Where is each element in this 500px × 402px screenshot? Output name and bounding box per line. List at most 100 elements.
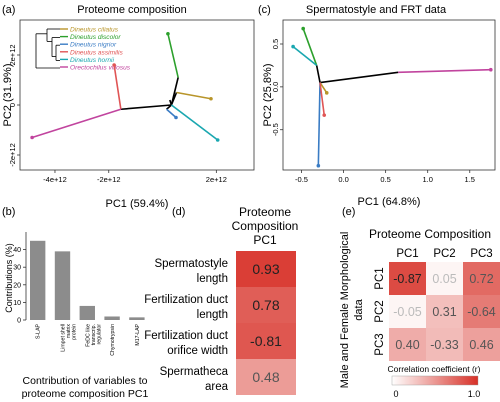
legend-label-2: Dineutus nigrior bbox=[70, 42, 117, 49]
ticks-a: -4e+12 -2e+12 2e+12 -2e+12 0 2e+12 bbox=[8, 44, 227, 184]
a-backbone-2 bbox=[170, 77, 179, 106]
title-c: Spermatostyle and FRT data bbox=[306, 4, 447, 16]
d-cell-3 bbox=[236, 359, 296, 395]
b-ytick-label-1: 10 bbox=[13, 300, 21, 307]
a-branch-2 bbox=[166, 108, 177, 119]
b-ytick-label-4: 40 bbox=[13, 247, 21, 254]
b-category-label-2: FeDC liketranscrip.regulator bbox=[85, 324, 102, 347]
c-branch-0 bbox=[319, 82, 328, 94]
e-cell-0-1 bbox=[426, 262, 463, 295]
c-xtick-label-4: 1.5 bbox=[465, 175, 475, 184]
xlabel-a: PC1 (59.4%) bbox=[106, 198, 169, 210]
b-category-label-1: Limpet shellmatrixprotein bbox=[60, 324, 77, 352]
d-cell-value-1: 0.78 bbox=[252, 297, 279, 313]
e-cell-value-2-0: 0.40 bbox=[395, 338, 419, 352]
b-bar-0 bbox=[30, 240, 46, 320]
b-category-label-line: S-LAP bbox=[36, 323, 42, 339]
b-category-label-3: Chymotrypsin bbox=[110, 324, 116, 356]
a-xtick-label-0: -4e+12 bbox=[43, 175, 67, 184]
c-xtick-label-2: 0.5 bbox=[380, 175, 390, 184]
e-cell-1-2 bbox=[463, 295, 500, 328]
e-cell-0-2 bbox=[463, 262, 500, 295]
d-row-label-1: Fertilization duct bbox=[144, 294, 229, 306]
e-cell-value-2-2: 0.46 bbox=[469, 338, 493, 352]
e-cell-2-1 bbox=[426, 328, 463, 361]
c-xtick-label-0: -0.5 bbox=[295, 175, 308, 184]
heatmap-d-cells: 0.93 Spermatostyle length 0.78 Fertilization… bbox=[144, 251, 296, 395]
bar-chart-b: 0 10 20 30 40 S-LAP Limpet shellmatrixprotein F… bbox=[13, 232, 145, 356]
ylabel-a: PC2 (31.9%) bbox=[2, 64, 14, 127]
legend-label-5: Orectochilus villosus bbox=[70, 65, 131, 72]
a-backbone-4 bbox=[166, 104, 172, 110]
legend-label-0: Dineutus ciliatus bbox=[70, 27, 119, 34]
e-row-label-0: PC1 bbox=[374, 267, 386, 289]
b-category-label-line: protein bbox=[72, 324, 78, 340]
d-cell-1 bbox=[236, 287, 296, 323]
d-cell-value-2: -0.81 bbox=[250, 333, 282, 349]
e-cell-value-1-1: 0.31 bbox=[432, 305, 456, 319]
panel-label-c: (c) bbox=[258, 4, 271, 16]
b-category-label-line: FeDC like bbox=[85, 324, 91, 347]
a-ytick-label-1: 0 bbox=[8, 103, 17, 107]
e-col-label-2: PC3 bbox=[470, 248, 492, 260]
e-cell-value-0-1: 0.05 bbox=[432, 272, 456, 286]
c-point-0 bbox=[324, 91, 329, 95]
c-point-4 bbox=[291, 44, 295, 49]
heatmap-e-cells: PC1 PC2 PC3 PC1 -0.87 0.05 0.72 PC2 -0.05 0.31 -0.… bbox=[374, 248, 500, 361]
xlabel-b-line2: proteome composition PC1 bbox=[22, 388, 149, 400]
b-ytick-label-2: 20 bbox=[13, 282, 21, 289]
a-branch-5 bbox=[31, 108, 122, 139]
e-cell-1-1 bbox=[426, 295, 463, 328]
c-branch-1 bbox=[302, 28, 318, 66]
ylabel-e-line1: Male and Female Morphological bbox=[339, 232, 351, 389]
title-d-line3: PC1 bbox=[253, 233, 277, 247]
title-a: Proteome composition bbox=[77, 4, 186, 16]
c-backbone-0 bbox=[315, 65, 321, 83]
c-ytick-label-2: 0.5 bbox=[271, 39, 280, 49]
e-cell-value-1-0: -0.05 bbox=[393, 305, 422, 319]
b-category-label-line: regulator bbox=[96, 324, 102, 345]
colorbar-min-label: 0 bbox=[393, 389, 398, 399]
panel-e-heatmap: Proteome Composition Male and Female Mor… bbox=[339, 227, 500, 399]
data-layer-a bbox=[30, 31, 220, 142]
b-bar-1 bbox=[54, 251, 71, 320]
colorbar bbox=[391, 375, 479, 386]
e-col-label-1: PC2 bbox=[433, 248, 455, 260]
ylabel-b: Contributions (%) bbox=[4, 243, 14, 313]
c-xtick-label-1: 0.0 bbox=[338, 175, 348, 184]
e-cell-value-1-2: -0.64 bbox=[467, 305, 496, 319]
b-category-label-line: matrix bbox=[66, 324, 72, 339]
plot-frame-a bbox=[19, 19, 255, 171]
d-row-label-line2-1: length bbox=[197, 309, 228, 321]
legend-label-1: Dineutus discolor bbox=[70, 34, 121, 41]
e-cell-value-0-0: -0.87 bbox=[393, 272, 422, 286]
panel-d-heatmap: Proteome Composition PC1 0.93 Spermatosty… bbox=[144, 205, 298, 395]
b-bar-2 bbox=[79, 305, 95, 320]
a-point-3 bbox=[112, 63, 116, 67]
b-category-label-4: M17-LAP bbox=[135, 323, 141, 345]
e-cell-value-0-2: 0.72 bbox=[469, 272, 493, 286]
xlabel-b-line1: Contribution of variables to bbox=[23, 375, 148, 387]
a-point-4 bbox=[215, 138, 220, 142]
e-col-label-0: PC1 bbox=[396, 248, 418, 260]
colorbar-title: Correlation coefficient (r) bbox=[388, 364, 481, 374]
b-bar-3 bbox=[104, 316, 120, 320]
d-row-label-3: Spermatheca bbox=[160, 366, 229, 378]
b-category-label-line: Limpet shell bbox=[60, 324, 66, 352]
d-row-label-2: Fertilization duct bbox=[144, 330, 229, 342]
title-e: Proteome Composition bbox=[369, 227, 491, 241]
d-row-label-line2-3: area bbox=[205, 381, 229, 393]
ylabel-c: PC2 (25.8%) bbox=[262, 64, 274, 127]
panel-label-a: (a) bbox=[2, 4, 15, 16]
e-cell-value-2-1: -0.33 bbox=[430, 338, 459, 352]
ticks-c: -0.5 0.0 0.5 1.0 1.5 -0.5 0.0 0.5 bbox=[271, 39, 475, 184]
a-branch-3 bbox=[113, 64, 122, 110]
c-point-3 bbox=[322, 113, 327, 117]
e-row-label-2: PC3 bbox=[374, 333, 386, 355]
panel-label-e: (e) bbox=[342, 206, 355, 218]
colorbar-max-label: 1.0 bbox=[468, 389, 481, 399]
a-xtick-label-2: 2e+12 bbox=[206, 175, 227, 184]
